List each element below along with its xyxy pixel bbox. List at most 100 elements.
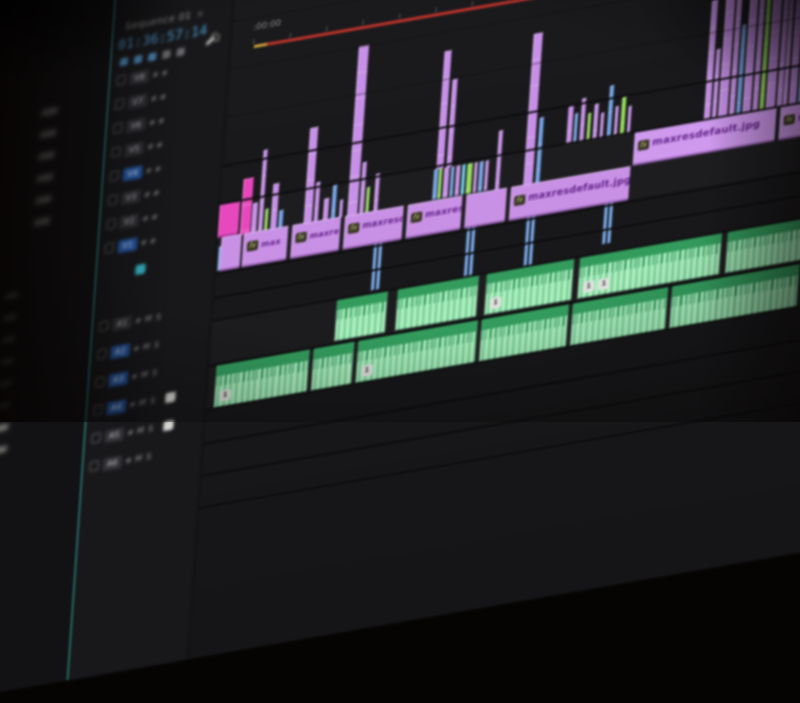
- snap-icon[interactable]: [133, 54, 143, 65]
- track-options-icon[interactable]: [153, 189, 159, 196]
- track-header-row-V8[interactable]: V8: [116, 64, 168, 89]
- track-header-row-A4[interactable]: A4 M S: [93, 389, 176, 419]
- mute-button[interactable]: M: [138, 397, 147, 408]
- speaker-icon[interactable]: [135, 317, 142, 323]
- track-lock-icon[interactable]: [93, 404, 103, 416]
- track-header-row-V5[interactable]: V5: [111, 136, 163, 161]
- linked-selection-icon[interactable]: [147, 52, 157, 62]
- video-clip-bar[interactable]: [613, 105, 619, 137]
- track-target-badge-V4[interactable]: V4: [122, 164, 143, 182]
- track-lock-icon[interactable]: [106, 218, 116, 230]
- solo-button[interactable]: S: [153, 339, 160, 350]
- track-target-badge-V1[interactable]: V1: [117, 236, 138, 254]
- track-header-row-A2[interactable]: A2 M S: [97, 336, 160, 363]
- track-options-icon[interactable]: [151, 213, 158, 220]
- ruler-tick: [362, 19, 364, 26]
- track-options-icon[interactable]: [160, 93, 166, 100]
- track-lock-icon[interactable]: [104, 242, 115, 254]
- video-clip-bar[interactable]: [599, 112, 605, 139]
- toggle-track-output-icon[interactable]: [151, 95, 157, 101]
- ruler-tick: [435, 7, 437, 13]
- track-options-icon[interactable]: [156, 141, 163, 148]
- solo-button[interactable]: S: [145, 451, 152, 462]
- timeline-track-area[interactable]: :00:00 fx maxresdefault.jpg fx maxresdefaul…: [188, 0, 800, 659]
- track-header-row-V1[interactable]: V1: [104, 232, 156, 257]
- mute-button[interactable]: M: [142, 341, 151, 352]
- track-header-row-V2[interactable]: V2: [106, 208, 158, 233]
- track-header-row-A1[interactable]: A1 M S: [99, 308, 162, 335]
- speaker-icon[interactable]: [131, 373, 138, 379]
- video-clip-bar[interactable]: [573, 113, 579, 144]
- track-options-icon[interactable]: [161, 69, 168, 76]
- track-options-icon[interactable]: [150, 237, 156, 244]
- track-target-badge-V6[interactable]: V6: [125, 116, 147, 134]
- track-header-row-V4[interactable]: V4: [109, 160, 161, 185]
- tab-close-icon[interactable]: ×: [196, 9, 205, 21]
- toggle-track-output-icon[interactable]: [152, 71, 159, 77]
- mute-button[interactable]: M: [140, 369, 149, 380]
- render-bar-start: [253, 42, 268, 49]
- mute-button[interactable]: M: [144, 313, 153, 324]
- track-target-badge-V7[interactable]: V7: [127, 92, 148, 110]
- track-target-badge-A6[interactable]: A6: [102, 454, 123, 472]
- track-meter-badge: [164, 391, 176, 404]
- ruler-tick: [253, 39, 255, 45]
- toggle-track-output-icon[interactable]: [142, 215, 149, 221]
- track-options-icon[interactable]: [158, 117, 164, 124]
- video-clip-bar[interactable]: [626, 105, 632, 135]
- insert-mode-icon[interactable]: [119, 57, 129, 67]
- speaker-icon[interactable]: [125, 457, 132, 463]
- track-header-row-A5[interactable]: A5 M S: [91, 417, 174, 447]
- track-lock-icon[interactable]: [116, 74, 127, 86]
- track-target-badge-A3[interactable]: A3: [108, 370, 129, 388]
- mute-button[interactable]: M: [136, 425, 145, 436]
- toggle-track-output-icon[interactable]: [147, 143, 154, 149]
- track-target-badge-A1[interactable]: A1: [112, 314, 133, 332]
- track-lock-icon[interactable]: [99, 320, 109, 332]
- speaker-icon[interactable]: [129, 401, 136, 407]
- toggle-track-output-icon[interactable]: [146, 167, 152, 173]
- toggle-track-output-icon[interactable]: [144, 191, 150, 197]
- track-lock-icon[interactable]: [111, 146, 121, 158]
- solo-button[interactable]: S: [149, 395, 156, 406]
- solo-button[interactable]: S: [155, 311, 162, 322]
- video-clip-bar[interactable]: [586, 112, 592, 142]
- track-target-badge-A4[interactable]: A4: [106, 398, 127, 416]
- mute-button[interactable]: M: [134, 453, 143, 464]
- speaker-icon[interactable]: [133, 345, 140, 351]
- track-target-badge-A5[interactable]: A5: [104, 426, 125, 444]
- track-header-row-V7[interactable]: V7: [114, 88, 166, 113]
- sync-lock-icon[interactable]: [134, 263, 146, 276]
- clip-stub[interactable]: [607, 202, 613, 244]
- settings-icon[interactable]: [176, 47, 185, 57]
- solo-button[interactable]: S: [151, 367, 158, 378]
- track-lock-icon[interactable]: [89, 460, 100, 472]
- track-lock-icon[interactable]: [97, 348, 107, 360]
- ruler-tick: [398, 13, 401, 19]
- track-header-row-A3[interactable]: A3 M S: [95, 364, 158, 391]
- clip-stub[interactable]: [375, 243, 382, 290]
- track-lock-icon[interactable]: [109, 170, 120, 182]
- track-lock-icon[interactable]: [114, 98, 125, 110]
- speaker-icon[interactable]: [127, 429, 134, 435]
- toggle-track-output-icon[interactable]: [141, 239, 147, 245]
- track-lock-icon[interactable]: [95, 376, 105, 388]
- video-clip-bar[interactable]: [592, 103, 599, 141]
- track-target-badge-V8[interactable]: V8: [129, 68, 150, 86]
- track-lock-icon[interactable]: [107, 194, 118, 206]
- track-target-badge-V5[interactable]: V5: [124, 140, 145, 158]
- track-header-row-V3[interactable]: V3: [107, 184, 160, 209]
- toggle-track-output-icon[interactable]: [149, 119, 155, 125]
- track-header-row-V6[interactable]: V6: [112, 112, 165, 137]
- marker-icon[interactable]: [162, 49, 171, 60]
- track-lock-icon[interactable]: [91, 432, 101, 444]
- video-clip-bar[interactable]: [619, 96, 627, 136]
- solo-button[interactable]: S: [147, 423, 154, 434]
- track-lock-icon[interactable]: [112, 122, 123, 134]
- track-target-badge-V3[interactable]: V3: [120, 188, 142, 206]
- track-header-row-A6[interactable]: A6 M S: [89, 448, 152, 475]
- track-options-icon[interactable]: [155, 165, 161, 172]
- track-target-badge-A2[interactable]: A2: [110, 342, 131, 360]
- track-target-badge-V2[interactable]: V2: [119, 212, 140, 230]
